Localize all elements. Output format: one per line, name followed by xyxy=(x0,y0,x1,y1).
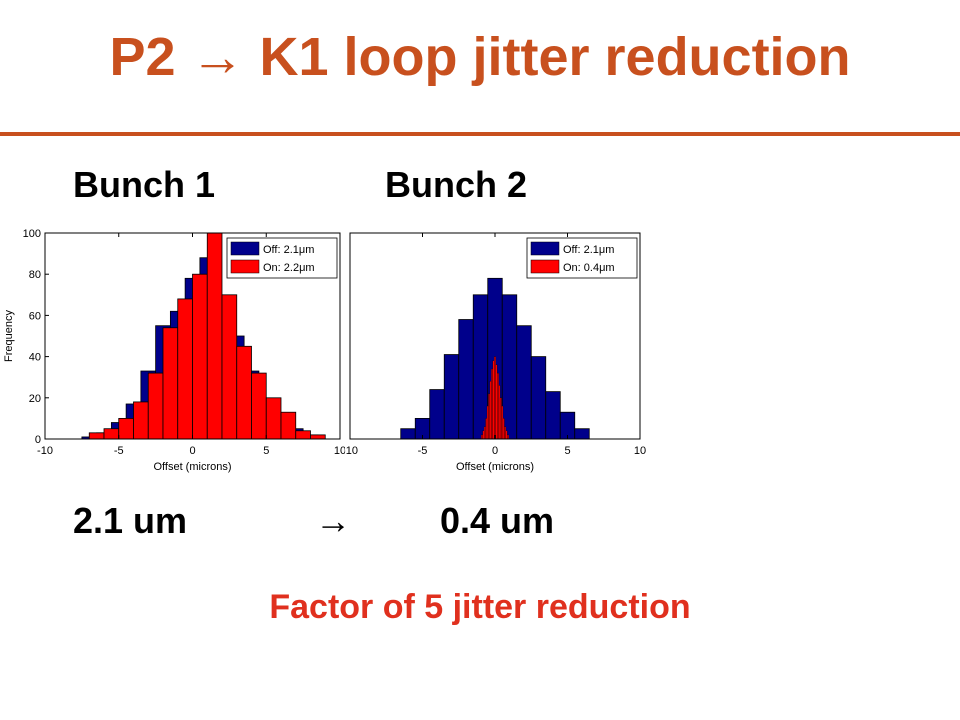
bar-on xyxy=(482,430,485,440)
bar-on xyxy=(486,405,489,440)
x-axis-label: Offset (microns) xyxy=(153,461,231,473)
legend-swatch xyxy=(530,241,560,256)
title-divider xyxy=(0,132,960,136)
bar-on xyxy=(236,345,252,440)
bar-on xyxy=(483,426,486,440)
x-tick-label: 5 xyxy=(263,445,269,457)
y-tick-label: 0 xyxy=(35,434,41,446)
bar-on xyxy=(499,397,502,440)
arrow-icon: → xyxy=(315,500,351,541)
y-tick-label: 60 xyxy=(29,310,41,322)
y-tick-label: 20 xyxy=(29,393,41,405)
bar-on xyxy=(505,430,508,440)
legend-label: On: 2.2μm xyxy=(263,262,315,274)
y-tick-label: 100 xyxy=(23,228,41,240)
y-axis-label: Frequency xyxy=(3,310,15,362)
bar-on xyxy=(501,405,504,440)
bar-on xyxy=(481,434,483,440)
x-tick-label: -10 xyxy=(345,445,358,457)
bar-off xyxy=(545,391,561,440)
bar-off xyxy=(516,325,532,440)
legend-label: On: 0.4μm xyxy=(563,262,615,274)
bar-on xyxy=(88,432,105,440)
bar-on xyxy=(295,430,311,440)
slide-title: P2 → K1 loop jitter reduction xyxy=(0,26,960,88)
legend-swatch xyxy=(230,259,260,274)
x-tick-label: -5 xyxy=(114,445,124,457)
x-tick-label: 0 xyxy=(492,445,498,457)
x-tick-label: -10 xyxy=(37,445,53,457)
y-tick-label: 40 xyxy=(29,352,41,364)
y-tick-label: 80 xyxy=(29,269,41,281)
bar-off xyxy=(530,356,547,440)
bar-on xyxy=(494,356,496,440)
x-tick-label: -5 xyxy=(418,445,428,457)
bar-off xyxy=(458,319,474,440)
x-tick-label: 10 xyxy=(334,445,345,457)
bunch1-label: Bunch 1 xyxy=(73,164,216,205)
bar-on xyxy=(495,364,498,440)
bar-on xyxy=(488,393,491,440)
legend-label: Off: 2.1μm xyxy=(263,244,314,256)
bar-off xyxy=(574,428,590,440)
bar-on xyxy=(206,232,223,440)
bar-off xyxy=(559,411,576,440)
bar-on xyxy=(221,294,238,440)
histogram-bunch2: -10 -5 0 5 10 Offset (microns) Off: 2.1μm On: 0… xyxy=(345,232,646,473)
legend-label: Off: 2.1μm xyxy=(563,244,614,256)
bar-on xyxy=(147,372,164,440)
bar-on xyxy=(280,411,297,440)
bar-on xyxy=(192,273,208,440)
legend-swatch xyxy=(530,259,560,274)
jitter-after: 0.4 um xyxy=(440,500,555,541)
jitter-before: 2.1 um xyxy=(73,500,188,541)
bar-off xyxy=(472,294,489,440)
bunch2-label: Bunch 2 xyxy=(385,164,528,205)
bar-on xyxy=(177,298,193,440)
bar-on xyxy=(492,360,495,440)
bar-off xyxy=(400,428,416,440)
bar-on xyxy=(507,434,509,440)
bar-on xyxy=(251,372,267,440)
bar-on xyxy=(162,327,179,440)
x-tick-label: 0 xyxy=(189,445,195,457)
legend-swatch xyxy=(230,241,260,256)
bar-on xyxy=(491,368,493,440)
conclusion-text: Factor of 5 jitter reduction xyxy=(269,588,691,626)
bar-on xyxy=(103,428,120,440)
bar-on xyxy=(133,401,149,440)
bar-off xyxy=(429,389,445,440)
x-tick-label: 10 xyxy=(634,445,646,457)
bar-on xyxy=(489,381,492,440)
title-part: P2 → K1 loop jitter reduction xyxy=(109,27,851,87)
bar-on xyxy=(502,418,505,440)
x-axis-label: Offset (microns) xyxy=(456,461,534,473)
bar-on xyxy=(504,426,507,440)
bar-on xyxy=(498,385,501,440)
x-tick-label: 5 xyxy=(564,445,570,457)
bar-off xyxy=(501,294,518,440)
bar-on xyxy=(497,372,499,440)
bar-on xyxy=(265,397,282,440)
bar-on xyxy=(485,418,488,440)
bar-off xyxy=(443,354,460,440)
bar-on xyxy=(118,417,134,440)
bar-on xyxy=(310,434,326,440)
